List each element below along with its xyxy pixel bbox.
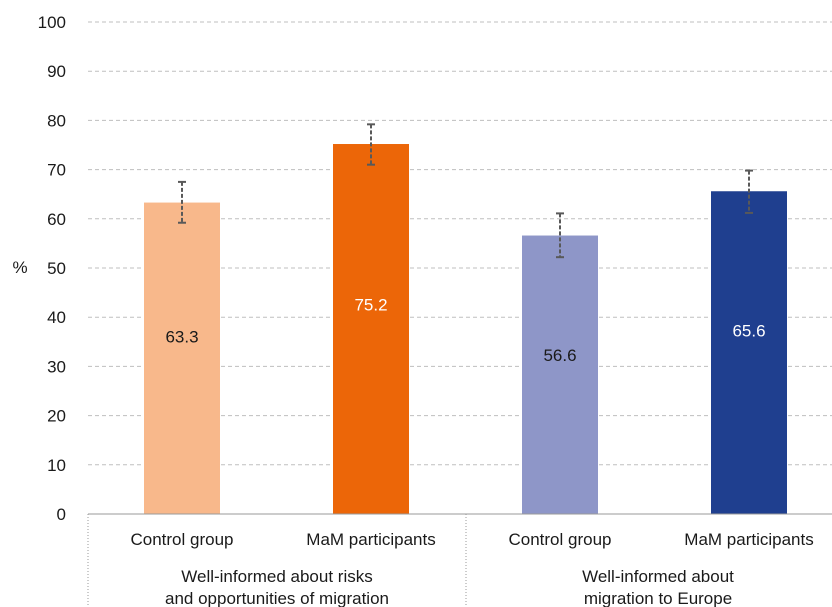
x-group-label-line: migration to Europe <box>584 589 732 607</box>
bar <box>522 235 598 514</box>
x-category-label: MaM participants <box>306 530 435 549</box>
x-category-label: Control group <box>508 530 611 549</box>
x-category-label: Control group <box>130 530 233 549</box>
gridlines <box>88 21 832 466</box>
x-axis: Control group MaM participants Well-inform… <box>87 513 832 607</box>
bar-group-item: 63.3 <box>144 180 220 514</box>
data-label: 56.6 <box>543 346 576 365</box>
y-tick-label: 0 <box>57 505 66 524</box>
y-tick-label: 50 <box>47 259 66 278</box>
x-group-label-line: and opportunities of migration <box>165 589 389 607</box>
x-group-label-line: Well-informed about risks <box>181 567 372 586</box>
data-label: 75.2 <box>354 296 387 315</box>
y-tick-label: 60 <box>47 210 66 229</box>
y-tick-label: 10 <box>47 456 66 475</box>
y-tick-label: 70 <box>47 161 66 180</box>
x-category-label: MaM participants <box>684 530 813 549</box>
bars: 63.3 75.2 56.6 65.6 <box>144 123 787 515</box>
x-group-label: Well-informed about risks and opportuniti… <box>165 567 389 607</box>
data-label: 63.3 <box>165 328 198 347</box>
y-axis-label: % <box>12 258 27 277</box>
x-group-label-line: Well-informed about <box>582 567 734 586</box>
y-tick-label: 90 <box>47 62 66 81</box>
y-tick-label: 40 <box>47 308 66 327</box>
bar <box>144 202 220 514</box>
x-group-label: Well-informed about migration to Europe <box>582 567 734 607</box>
y-tick-label: 80 <box>47 111 66 130</box>
y-tick-label: 100 <box>38 13 66 32</box>
y-tick-label: 20 <box>47 407 66 426</box>
bar-group-item: 75.2 <box>333 123 409 515</box>
bar-group-item: 56.6 <box>522 212 598 514</box>
bar <box>711 191 787 515</box>
y-axis-ticks: 0 10 20 30 40 50 60 70 80 90 100 <box>38 13 66 524</box>
bar <box>333 144 409 515</box>
y-tick-label: 30 <box>47 357 66 376</box>
data-label: 65.6 <box>732 321 765 340</box>
bar-group-item: 65.6 <box>711 169 787 515</box>
